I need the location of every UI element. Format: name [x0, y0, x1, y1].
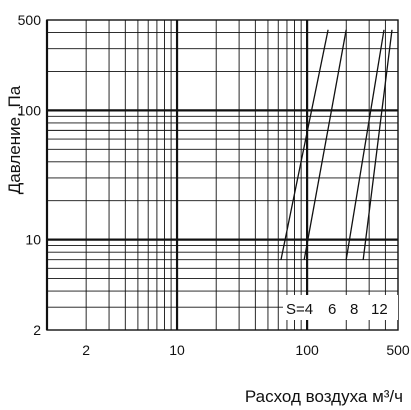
x-tick-labels: 2 10 100 500 [82, 342, 410, 358]
y-tick-label: 100 [18, 102, 42, 118]
series-label-6: 6 [328, 301, 336, 318]
y-tick-label: 2 [33, 322, 41, 338]
x-tick-label: 100 [295, 342, 319, 358]
x-tick-label: 2 [82, 342, 90, 358]
y-axis-label: Давление, Па [5, 85, 24, 194]
y-tick-label: 500 [18, 12, 42, 28]
series-label-8: 8 [350, 301, 358, 318]
series-line-6 [303, 29, 347, 260]
y-tick-label: 10 [25, 232, 41, 248]
plot-border [46, 19, 399, 331]
series-label-4: S=4 [286, 301, 313, 318]
x-tick-label: 500 [386, 342, 410, 358]
series-label-12: 12 [371, 301, 388, 318]
series-line-8 [345, 29, 385, 260]
series-line-12 [362, 29, 393, 260]
x-tick-label: 10 [169, 342, 185, 358]
series-line-4 [280, 29, 329, 260]
series-label-background [283, 295, 398, 320]
grid [45, 19, 399, 331]
series-labels: S=4 6 8 12 [283, 295, 398, 320]
series-lines [280, 29, 393, 260]
x-axis-label: Расход воздуха м³/ч [245, 387, 403, 406]
y-tick-labels: 2 10 100 500 [18, 12, 42, 338]
